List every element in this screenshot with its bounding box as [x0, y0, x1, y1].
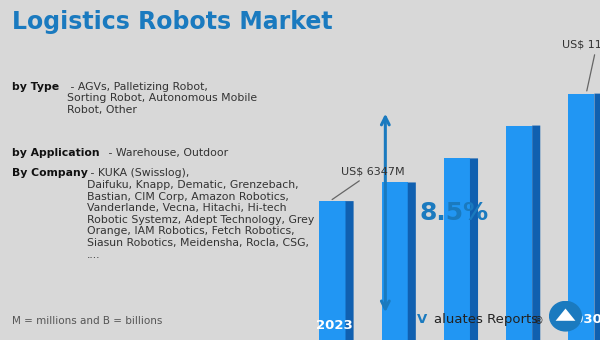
Polygon shape: [506, 125, 532, 340]
Text: - Warehouse, Outdoor: - Warehouse, Outdoor: [105, 148, 228, 158]
Circle shape: [550, 302, 581, 331]
Text: US$ 6347M: US$ 6347M: [332, 167, 405, 200]
Text: US$ 11260M: US$ 11260M: [562, 39, 600, 91]
Polygon shape: [568, 94, 595, 340]
Polygon shape: [556, 309, 575, 321]
Polygon shape: [319, 201, 346, 340]
Text: By Company: By Company: [12, 168, 88, 178]
Polygon shape: [444, 158, 470, 340]
Text: 2030: 2030: [565, 313, 600, 326]
Polygon shape: [382, 183, 408, 340]
Polygon shape: [408, 183, 416, 340]
Text: by Application: by Application: [12, 148, 100, 158]
Polygon shape: [532, 125, 540, 340]
Text: by Type: by Type: [12, 82, 59, 91]
Text: M = millions and B = billions: M = millions and B = billions: [12, 317, 163, 326]
Text: aluates Reports: aluates Reports: [434, 313, 538, 326]
Polygon shape: [346, 201, 353, 340]
Polygon shape: [595, 94, 600, 340]
Text: 2023: 2023: [316, 319, 353, 333]
Polygon shape: [470, 158, 478, 340]
Text: - KUKA (Swisslog),
Daifuku, Knapp, Dematic, Grenzebach,
Bastian, CIM Corp, Amazo: - KUKA (Swisslog), Daifuku, Knapp, Demat…: [87, 168, 314, 259]
Text: ®: ®: [534, 317, 544, 326]
Text: - AGVs, Palletizing Robot,
Sorting Robot, Autonomous Mobile
Robot, Other: - AGVs, Palletizing Robot, Sorting Robot…: [67, 82, 257, 115]
Text: Logistics Robots Market: Logistics Robots Market: [12, 10, 332, 34]
Text: 8.5%: 8.5%: [419, 201, 488, 225]
Text: V: V: [417, 313, 427, 326]
